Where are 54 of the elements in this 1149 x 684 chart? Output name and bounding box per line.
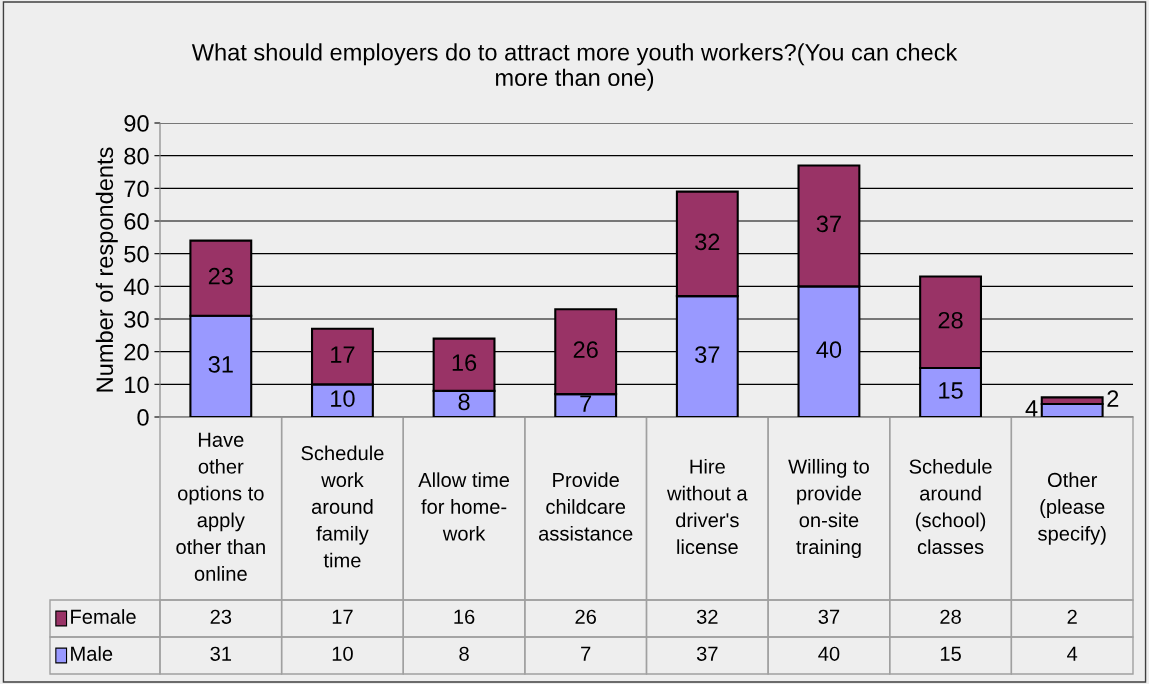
- text: 7: [581, 646, 591, 661]
- data-label: 23: [208, 267, 233, 285]
- y-tick-label: 90: [124, 115, 149, 132]
- x-tick-label: Schedule around (school) classes: [909, 458, 992, 555]
- legend-label: Female: [71, 609, 136, 624]
- text: 31: [210, 646, 232, 661]
- y-tick-label: 30: [124, 311, 149, 328]
- chart-title: What should employers do to attract more youth workers?(You can check more than one): [191, 43, 958, 91]
- text: 8: [459, 646, 469, 661]
- text: 10: [332, 646, 353, 661]
- data-label: 17: [331, 346, 355, 363]
- legend-label: Male: [71, 646, 113, 661]
- text: 17: [332, 609, 353, 624]
- x-tick-label: Schedule work around family time: [301, 445, 384, 568]
- text: 16: [454, 609, 475, 624]
- text: 40: [818, 646, 840, 661]
- data-label: 26: [573, 341, 598, 358]
- y-tick-label: 40: [123, 278, 149, 296]
- y-tick-label: 60: [124, 213, 149, 230]
- data-label: 28: [938, 311, 963, 329]
- data-label: 16: [452, 354, 477, 372]
- x-tick-label: Provide childcare assistance: [538, 472, 633, 541]
- y-tick-label: 10: [125, 376, 149, 394]
- y-tick-label: 80: [124, 147, 149, 165]
- text: 15: [940, 646, 961, 661]
- text: 37: [818, 609, 840, 624]
- data-label: 31: [208, 355, 233, 373]
- text: 26: [575, 609, 596, 624]
- text: 37: [696, 646, 718, 661]
- y-tick-label: 20: [124, 343, 149, 361]
- y-tick-label: 50: [124, 245, 149, 263]
- y-axis-title: Number of respondents: [95, 147, 118, 392]
- x-tick-label: Allow time for home- work: [418, 472, 510, 541]
- x-tick-label: Other (please specify): [1038, 472, 1106, 545]
- text: 4: [1067, 646, 1078, 661]
- data-label: 32: [695, 233, 720, 251]
- data-label: 7: [580, 395, 592, 412]
- x-tick-label: Willing to provide on-site training: [788, 458, 869, 559]
- text: 23: [210, 609, 232, 624]
- x-tick-label: Have other options to apply other than online: [176, 432, 265, 581]
- text: 2: [1067, 609, 1077, 624]
- x-tick-label: Hire without a driver's license: [666, 458, 748, 555]
- data-label: 37: [695, 346, 720, 363]
- text: 28: [940, 609, 961, 624]
- y-tick-label: 70: [124, 180, 149, 198]
- data-label: 8: [458, 393, 470, 411]
- data-label: 10: [331, 390, 355, 407]
- data-label: 15: [939, 382, 963, 399]
- data-label: 2: [1107, 390, 1119, 407]
- y-tick-label: 0: [137, 409, 149, 426]
- data-label: 4: [1025, 400, 1038, 417]
- text: 32: [696, 609, 718, 624]
- data-label: 37: [816, 215, 841, 233]
- data-label: 40: [816, 341, 842, 358]
